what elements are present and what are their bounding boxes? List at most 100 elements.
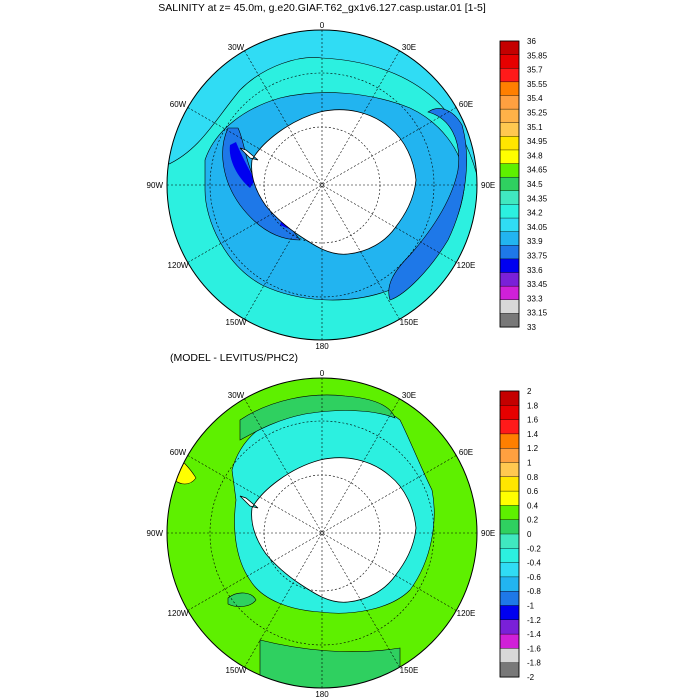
difference-colorbar-swatch: [499, 490, 520, 506]
lon-label-180: 180: [315, 342, 329, 351]
salinity-field-min: [229, 142, 255, 188]
difference-colorbar-swatch: [499, 390, 520, 406]
lon-label-180: 180: [315, 690, 329, 699]
difference-colorbar-swatch: [499, 619, 520, 635]
difference-title: (MODEL - LEVITUS/PHC2): [170, 352, 298, 364]
salinity-antarctica: [239, 109, 417, 255]
salinity-colorbar-frame: [499, 40, 520, 328]
salinity-longitude-labels: 0 180 90W 90E 30W 30E 60W 60E 120W 120E …: [147, 21, 496, 351]
difference-colorbar-swatch: [499, 419, 520, 435]
salinity-colorbar-label: 34.2: [527, 209, 543, 218]
difference-colorbar-label: 0: [527, 530, 532, 539]
difference-colorbar-swatch: [499, 533, 520, 549]
lon-label-150w: 150W: [226, 666, 247, 675]
lon-label-150w: 150W: [226, 318, 247, 327]
difference-panel: (MODEL - LEVITUS/PHC2): [147, 352, 542, 699]
difference-colorbar-label: 1.4: [527, 430, 539, 439]
salinity-colorbar-swatch: [499, 136, 520, 151]
salinity-colorbar-swatch: [499, 285, 520, 301]
difference-colorbar-swatch: [499, 448, 520, 464]
difference-colorbar-label: -0.4: [527, 559, 541, 568]
difference-colorbar-swatch: [499, 662, 520, 678]
difference-colorbar: 2 1.8 1.6 1.4 1.2 1 0.8 0.6 0.4 0.2 0 -0.2 -0.4 -0.6 -…: [499, 387, 541, 682]
lon-label-60w: 60W: [170, 100, 187, 109]
salinity-colorbar-label: 34.05: [527, 223, 548, 232]
difference-colorbar-swatch: [499, 562, 520, 578]
lon-label-30e: 30E: [402, 391, 416, 400]
difference-colorbar-label: 2: [527, 387, 532, 396]
salinity-title: SALINITY at z= 45.0m, g.e20.GIAF.T62_gx1…: [158, 2, 486, 14]
lon-label-90w: 90W: [147, 181, 164, 190]
difference-colorbar-label: -1: [527, 602, 535, 611]
difference-colorbar-label: -1.4: [527, 630, 541, 639]
salinity-colorbar-swatch: [499, 245, 520, 260]
lon-label-30w: 30W: [228, 43, 245, 52]
salinity-colorbar-swatch: [499, 108, 520, 124]
difference-colorbar-label: 1.6: [527, 416, 539, 425]
difference-colorbar-label: -0.6: [527, 573, 541, 582]
lon-label-30w: 30W: [228, 391, 245, 400]
salinity-colorbar-swatch: [499, 313, 520, 328]
salinity-graticule: [167, 30, 477, 340]
difference-colorbar-swatch: [499, 633, 520, 649]
salinity-colorbar-swatch: [499, 299, 520, 314]
salinity-colorbar-swatch: [499, 258, 520, 274]
lon-label-120w: 120W: [168, 261, 189, 270]
salinity-field-deep-east: [388, 108, 467, 301]
salinity-map-border: [166, 29, 478, 341]
salinity-colorbar-swatch: [499, 190, 520, 205]
difference-graticule: [167, 378, 477, 688]
salinity-colorbar-label: 34.65: [527, 166, 548, 175]
salinity-colorbar-label: 35.85: [527, 51, 548, 60]
lon-label-150e: 150E: [400, 318, 419, 327]
difference-colorbar-label: 1: [527, 459, 532, 468]
salinity-colorbar-swatch: [499, 204, 520, 219]
lon-label-90w: 90W: [147, 529, 164, 538]
difference-colorbar-swatch: [499, 405, 520, 421]
lon-label-90e: 90E: [481, 529, 495, 538]
difference-colorbar-label: -0.2: [527, 544, 541, 553]
salinity-colorbar-swatch: [499, 176, 520, 192]
difference-colorbar-label: 0.8: [527, 473, 539, 482]
difference-colorbar-label: 1.2: [527, 444, 539, 453]
salinity-colorbar-label: 36: [527, 37, 536, 46]
salinity-colorbar-swatch: [499, 231, 520, 246]
salinity-colorbar-label: 33.15: [527, 309, 548, 318]
salinity-colorbar-label: 34.35: [527, 194, 548, 203]
salinity-colorbar-label: 33.45: [527, 280, 548, 289]
lon-label-120e: 120E: [457, 261, 476, 270]
difference-map-border: [166, 377, 478, 689]
difference-colorbar-label: 1.8: [527, 401, 539, 410]
salinity-colorbar-label: 35.7: [527, 66, 543, 75]
lon-label-60e: 60E: [459, 448, 473, 457]
salinity-colorbar-swatch: [499, 81, 520, 96]
salinity-colorbar-label: 35.55: [527, 80, 548, 89]
difference-colorbar-swatch: [499, 548, 520, 564]
salinity-colorbar-label: 33: [527, 323, 536, 332]
difference-colorbar-label: -1.2: [527, 616, 541, 625]
difference-antarctica: [239, 457, 417, 603]
difference-colorbar-swatch: [499, 462, 520, 478]
lon-label-30e: 30E: [402, 43, 416, 52]
salinity-colorbar-swatch: [499, 163, 520, 178]
difference-colorbar-label: -0.8: [527, 587, 541, 596]
difference-field-alt-west: [227, 592, 257, 607]
difference-longitude-labels: 0 180 90W 90E 30W 30E 60W 60E 120W 120E …: [147, 369, 496, 699]
difference-colorbar-label: 0.4: [527, 501, 539, 510]
salinity-colorbar-label: 33.9: [527, 237, 543, 246]
difference-colorbar-label: 0.6: [527, 487, 539, 496]
salinity-colorbar-swatch: [499, 68, 520, 83]
salinity-colorbar-label: 34.8: [527, 151, 543, 160]
difference-map: [167, 378, 477, 688]
salinity-colorbar: 36 35.85 35.7 35.55 35.4 35.25 35.1 34.95 34.8 34…: [499, 37, 548, 332]
salinity-colorbar-swatch: [499, 149, 520, 165]
salinity-colorbar-swatch: [499, 217, 520, 233]
difference-colorbar-label: -1.8: [527, 659, 541, 668]
difference-colorbar-label: 0.2: [527, 516, 539, 525]
salinity-colorbar-swatch: [499, 272, 520, 287]
salinity-colorbar-label: 35.4: [527, 94, 543, 103]
difference-colorbar-swatch: [499, 605, 520, 621]
salinity-panel: SALINITY at z= 45.0m, g.e20.GIAF.T62_gx1…: [147, 2, 548, 351]
difference-colorbar-swatch: [499, 648, 520, 664]
salinity-colorbar-label: 35.25: [527, 109, 548, 118]
